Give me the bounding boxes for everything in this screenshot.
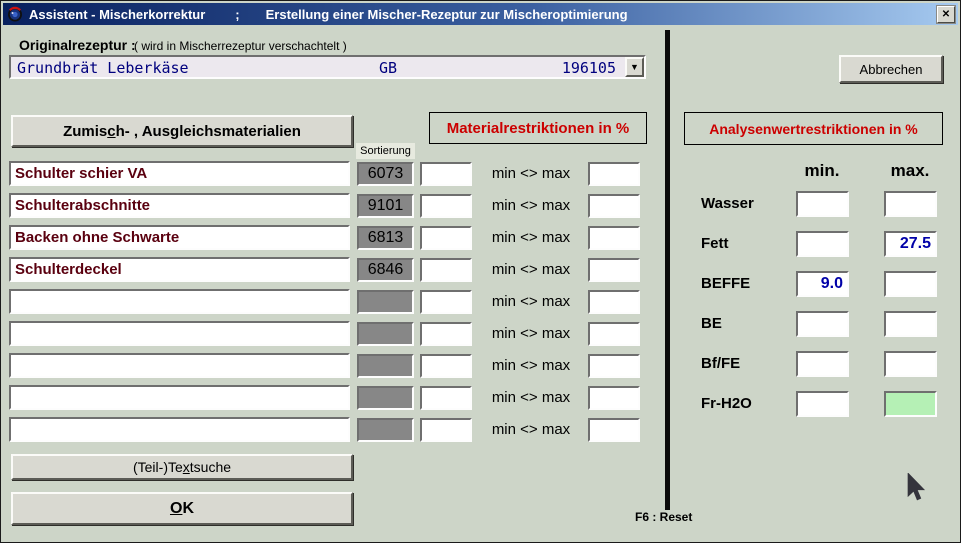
analysis-min-input-fett[interactable] bbox=[796, 231, 849, 257]
min-max-label: min <> max bbox=[491, 261, 571, 278]
material-sort-box bbox=[357, 322, 414, 346]
analysis-max-input-beffe[interactable] bbox=[884, 271, 937, 297]
analysis-max-input-bffe[interactable] bbox=[884, 351, 937, 377]
analysis-max-input-wasser[interactable] bbox=[884, 191, 937, 217]
material-sort-box: 6073 bbox=[357, 162, 414, 186]
text-search-button[interactable]: (Teil-)Te x tsuche bbox=[11, 454, 353, 480]
material-sort-box bbox=[357, 386, 414, 410]
window-title-separator: ; bbox=[235, 6, 240, 22]
material-sort-box: 6846 bbox=[357, 258, 414, 282]
material-min-input[interactable] bbox=[420, 322, 472, 346]
original-recipe-label: Originalrezeptur : bbox=[19, 37, 136, 53]
min-max-label: min <> max bbox=[491, 357, 571, 374]
analysis-max-input-be[interactable] bbox=[884, 311, 937, 337]
min-max-label: min <> max bbox=[491, 325, 571, 342]
material-max-input[interactable] bbox=[588, 226, 640, 250]
analysis-min-header: min. bbox=[804, 161, 840, 180]
material-max-input[interactable] bbox=[588, 194, 640, 218]
analysis-max-input-fett[interactable] bbox=[884, 231, 937, 257]
material-name-input[interactable] bbox=[9, 417, 350, 442]
material-max-input[interactable] bbox=[588, 418, 640, 442]
min-max-label: min <> max bbox=[491, 229, 571, 246]
material-name-input[interactable] bbox=[9, 193, 350, 218]
material-max-input[interactable] bbox=[588, 290, 640, 314]
material-max-input[interactable] bbox=[588, 162, 640, 186]
material-name-input[interactable] bbox=[9, 385, 350, 410]
min-max-label: min <> max bbox=[491, 421, 571, 438]
app-icon bbox=[8, 6, 22, 22]
material-max-input[interactable] bbox=[588, 258, 640, 282]
analysis-min-input-beffe[interactable] bbox=[796, 271, 849, 297]
f6-reset-hint: F6 : Reset bbox=[635, 510, 693, 524]
material-max-input[interactable] bbox=[588, 322, 640, 346]
cancel-button[interactable]: Abbrechen bbox=[839, 55, 943, 83]
analysis-max-header: max. bbox=[890, 161, 930, 180]
mouse-cursor bbox=[907, 473, 926, 501]
original-recipe-hint: ( wird in Mischerrezeptur verschachtelt … bbox=[134, 39, 347, 53]
analysis-min-input-bffe[interactable] bbox=[796, 351, 849, 377]
analysis-label-beffe: BEFFE bbox=[701, 275, 751, 292]
material-min-input[interactable] bbox=[420, 194, 472, 218]
analysis-min-input-wasser[interactable] bbox=[796, 191, 849, 217]
min-max-label: min <> max bbox=[491, 293, 571, 310]
material-min-input[interactable] bbox=[420, 258, 472, 282]
material-min-input[interactable] bbox=[420, 226, 472, 250]
material-sort-box bbox=[357, 290, 414, 314]
material-min-input[interactable] bbox=[420, 354, 472, 378]
dropdown-arrow-icon[interactable]: ▼ bbox=[625, 57, 644, 77]
recipe-code: GB bbox=[379, 59, 398, 77]
material-sort-box: 9101 bbox=[357, 194, 414, 218]
material-name-input[interactable] bbox=[9, 257, 350, 282]
window-title-right: Erstellung einer Mischer-Rezeptur zur Mi… bbox=[265, 6, 628, 22]
material-name-input[interactable] bbox=[9, 289, 350, 314]
analysis-min-input-fr-h2o[interactable] bbox=[796, 391, 849, 417]
material-min-input[interactable] bbox=[420, 418, 472, 442]
material-sort-box bbox=[357, 418, 414, 442]
material-name-input[interactable] bbox=[9, 225, 350, 250]
material-name-input[interactable] bbox=[9, 161, 350, 186]
window-title-left: Assistent - Mischerkorrektur bbox=[29, 6, 206, 22]
material-min-input[interactable] bbox=[420, 290, 472, 314]
material-sort-box: 6813 bbox=[357, 226, 414, 250]
min-max-label: min <> max bbox=[491, 389, 571, 406]
analysis-max-input-fr-h2o[interactable] bbox=[884, 391, 937, 417]
material-name-input[interactable] bbox=[9, 321, 350, 346]
analysis-restrictions-title: Analysenwertrestriktionen in % bbox=[684, 112, 943, 145]
materials-button[interactable]: Zumis c h- , Ausgleichsmaterialien bbox=[11, 115, 353, 147]
material-min-input[interactable] bbox=[420, 386, 472, 410]
analysis-label-fett: Fett bbox=[701, 235, 729, 252]
close-icon[interactable]: ✕ bbox=[937, 6, 955, 23]
material-name-input[interactable] bbox=[9, 353, 350, 378]
recipe-number: 196105 bbox=[561, 59, 616, 77]
material-max-input[interactable] bbox=[588, 354, 640, 378]
min-max-label: min <> max bbox=[491, 165, 571, 182]
sort-column-header: Sortierung bbox=[356, 143, 415, 159]
analysis-label-be: BE bbox=[701, 315, 722, 332]
analysis-label-fr-h2o: Fr-H2O bbox=[701, 395, 752, 412]
analysis-min-input-be[interactable] bbox=[796, 311, 849, 337]
material-sort-box bbox=[357, 354, 414, 378]
titlebar: Assistent - Mischerkorrektur ; Erstellun… bbox=[3, 3, 958, 25]
material-restrictions-title: Materialrestriktionen in % bbox=[429, 112, 647, 144]
vertical-divider bbox=[665, 30, 670, 510]
analysis-label-wasser: Wasser bbox=[701, 195, 754, 212]
recipe-name: Grundbrät Leberkäse bbox=[17, 59, 189, 77]
material-min-input[interactable] bbox=[420, 162, 472, 186]
min-max-label: min <> max bbox=[491, 197, 571, 214]
analysis-label-bffe: Bf/FE bbox=[701, 355, 741, 372]
recipe-combobox[interactable]: Grundbrät Leberkäse GB 196105 ▼ bbox=[9, 55, 646, 79]
material-max-input[interactable] bbox=[588, 386, 640, 410]
